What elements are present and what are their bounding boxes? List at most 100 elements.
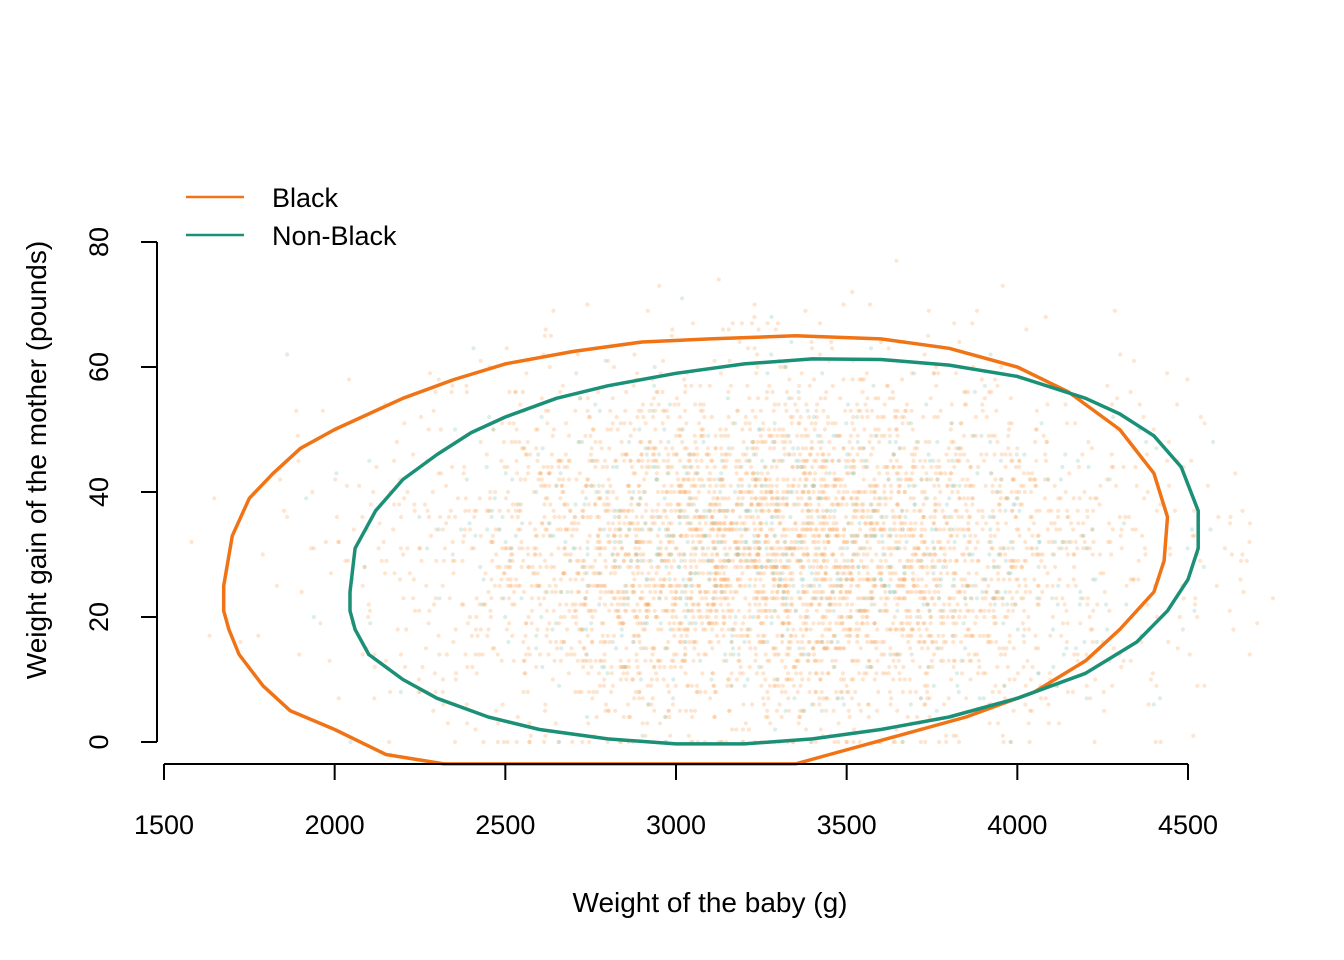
scatter-point bbox=[554, 639, 559, 645]
scatter-point bbox=[742, 614, 747, 620]
scatter-point bbox=[930, 539, 935, 545]
scatter-point bbox=[1033, 439, 1038, 445]
scatter-point bbox=[586, 608, 591, 613]
scatter-point bbox=[547, 533, 552, 538]
scatter-point bbox=[701, 433, 706, 438]
scatter-point bbox=[761, 427, 766, 432]
scatter-point bbox=[1049, 508, 1054, 513]
scatter-point bbox=[671, 696, 676, 701]
scatter-point bbox=[664, 514, 669, 520]
scatter-point bbox=[604, 564, 609, 570]
scatter-point bbox=[864, 458, 870, 463]
scatter-point bbox=[756, 533, 761, 538]
scatter-point bbox=[747, 552, 752, 557]
scatter-point bbox=[750, 471, 755, 476]
scatter-point bbox=[999, 452, 1004, 457]
scatter-point bbox=[959, 514, 965, 520]
scatter-point bbox=[710, 621, 715, 626]
scatter-point bbox=[918, 633, 923, 638]
scatter-point bbox=[997, 689, 1002, 695]
scatter-point bbox=[613, 458, 618, 463]
scatter-point bbox=[909, 564, 915, 570]
scatter-point bbox=[962, 558, 968, 563]
scatter-point bbox=[885, 464, 890, 470]
scatter-point bbox=[362, 564, 367, 570]
scatter-point bbox=[750, 471, 756, 476]
scatter-point bbox=[634, 533, 639, 538]
scatter-point bbox=[637, 502, 642, 507]
scatter-point bbox=[510, 633, 515, 638]
scatter-point bbox=[913, 689, 919, 695]
scatter-point bbox=[770, 483, 775, 488]
scatter-point bbox=[844, 633, 849, 638]
scatter-point bbox=[781, 427, 786, 432]
scatter-point bbox=[777, 702, 782, 707]
scatter-point bbox=[734, 471, 739, 476]
scatter-point bbox=[798, 627, 803, 632]
scatter-point bbox=[564, 421, 569, 426]
scatter-point bbox=[1014, 452, 1019, 457]
scatter-point bbox=[543, 527, 548, 532]
scatter-point bbox=[534, 633, 539, 638]
scatter-point bbox=[732, 489, 738, 495]
scatter-point bbox=[602, 658, 607, 663]
scatter-point bbox=[789, 421, 794, 426]
scatter-point bbox=[667, 583, 672, 588]
scatter-point bbox=[683, 383, 688, 388]
scatter-point bbox=[925, 602, 930, 607]
scatter-point bbox=[647, 602, 652, 607]
scatter-point bbox=[765, 689, 770, 695]
scatter-point bbox=[936, 558, 941, 563]
scatter-point bbox=[865, 396, 870, 401]
scatter-point bbox=[757, 427, 763, 432]
scatter-point bbox=[763, 496, 769, 501]
scatter-point bbox=[664, 489, 669, 495]
scatter-point bbox=[346, 377, 352, 382]
scatter-point bbox=[836, 489, 841, 495]
scatter-point bbox=[654, 671, 659, 676]
scatter-point bbox=[631, 383, 636, 388]
scatter-point bbox=[553, 621, 559, 626]
scatter-point bbox=[583, 433, 588, 438]
scatter-point bbox=[823, 627, 828, 632]
scatter-point bbox=[900, 627, 906, 632]
scatter-point bbox=[600, 633, 605, 638]
scatter-point bbox=[1270, 596, 1275, 601]
scatter-point bbox=[774, 483, 779, 488]
scatter-point bbox=[891, 464, 896, 470]
scatter-point bbox=[924, 477, 929, 482]
scatter-point bbox=[541, 483, 546, 488]
scatter-point bbox=[529, 583, 534, 588]
scatter-point bbox=[755, 571, 760, 576]
scatter-point bbox=[724, 658, 729, 663]
scatter-point bbox=[614, 464, 620, 470]
scatter-point bbox=[565, 552, 570, 557]
scatter-point bbox=[1052, 521, 1057, 526]
scatter-point bbox=[517, 439, 522, 445]
scatter-point bbox=[884, 514, 889, 520]
scatter-point bbox=[759, 564, 764, 570]
scatter-point bbox=[1056, 514, 1061, 520]
scatter-point bbox=[795, 533, 801, 538]
scatter-point bbox=[819, 639, 824, 645]
scatter-point bbox=[344, 483, 349, 488]
scatter-point bbox=[1021, 664, 1026, 670]
scatter-point bbox=[945, 571, 950, 576]
scatter-point bbox=[825, 639, 830, 645]
scatter-point bbox=[912, 452, 918, 457]
scatter-point bbox=[847, 452, 852, 457]
scatter-point bbox=[718, 427, 723, 432]
scatter-point bbox=[1045, 583, 1050, 588]
scatter-point bbox=[713, 571, 719, 576]
scatter-point bbox=[820, 514, 825, 520]
scatter-point bbox=[688, 571, 693, 576]
scatter-point bbox=[772, 564, 777, 570]
scatter-point bbox=[585, 546, 590, 551]
scatter-point bbox=[618, 421, 623, 426]
scatter-point bbox=[692, 483, 697, 488]
y-tick-label: 0 bbox=[84, 734, 114, 749]
scatter-point bbox=[441, 702, 446, 707]
scatter-point bbox=[579, 689, 584, 695]
scatter-point bbox=[806, 433, 811, 438]
scatter-point bbox=[984, 452, 989, 457]
